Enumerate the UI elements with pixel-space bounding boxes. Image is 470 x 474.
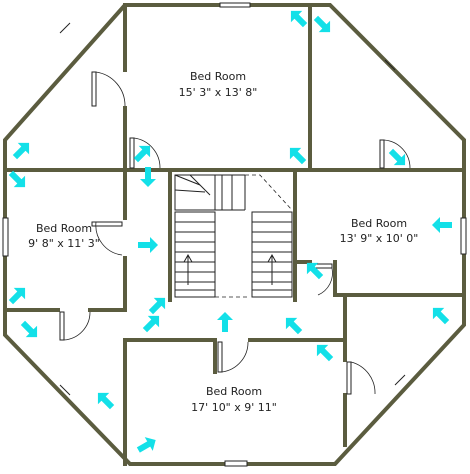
room-dims: 13' 9" x 10' 0"	[340, 232, 419, 245]
room-name: Bed Room	[351, 217, 407, 230]
door-icon	[129, 137, 161, 169]
direction-arrow-icon	[289, 147, 307, 165]
direction-arrow-icon	[148, 297, 166, 315]
direction-arrows	[8, 10, 452, 453]
room-dims: 17' 10" x 9' 11"	[191, 401, 277, 414]
direction-arrow-icon	[432, 307, 450, 325]
doors	[59, 71, 411, 395]
door-icon	[346, 361, 376, 395]
window-icon	[224, 460, 248, 467]
direction-arrow-icon	[432, 217, 452, 233]
direction-arrow-icon	[217, 312, 233, 332]
room-labels: Bed Room 15' 3" x 13' 8" Bed Room 9' 8" …	[28, 70, 418, 414]
window-icon	[460, 217, 467, 255]
direction-arrow-icon	[142, 315, 160, 333]
room-name: Bed Room	[190, 70, 246, 83]
direction-arrow-icon	[138, 237, 158, 253]
direction-arrow-icon	[20, 320, 38, 338]
direction-arrow-icon	[8, 287, 26, 305]
direction-arrow-icon	[140, 167, 156, 187]
direction-arrow-icon	[290, 10, 308, 28]
direction-arrow-icon	[313, 15, 331, 33]
direction-arrow-icon	[306, 262, 324, 280]
room-name: Bed Room	[206, 385, 262, 398]
door-icon	[379, 139, 411, 169]
door-icon	[91, 71, 126, 107]
direction-arrow-icon	[12, 142, 30, 160]
direction-arrow-icon	[316, 344, 334, 362]
interior-walls	[3, 3, 466, 466]
door-icon	[59, 311, 91, 341]
exterior-walls	[3, 3, 466, 466]
windows	[2, 2, 467, 467]
staircase-icon	[174, 174, 293, 298]
room-name: Bed Room	[36, 222, 92, 235]
direction-arrow-icon	[136, 437, 156, 453]
door-icon	[91, 221, 123, 256]
door-icon	[217, 341, 249, 373]
direction-arrow-icon	[133, 145, 151, 163]
direction-arrow-icon	[285, 317, 303, 335]
window-icon	[2, 217, 9, 257]
window-icon	[219, 2, 251, 8]
direction-arrow-icon	[97, 392, 115, 410]
room-dims: 9' 8" x 11' 3"	[28, 237, 100, 250]
direction-arrow-icon	[8, 170, 26, 188]
room-dims: 15' 3" x 13' 8"	[179, 86, 258, 99]
direction-arrow-icon	[388, 148, 406, 166]
